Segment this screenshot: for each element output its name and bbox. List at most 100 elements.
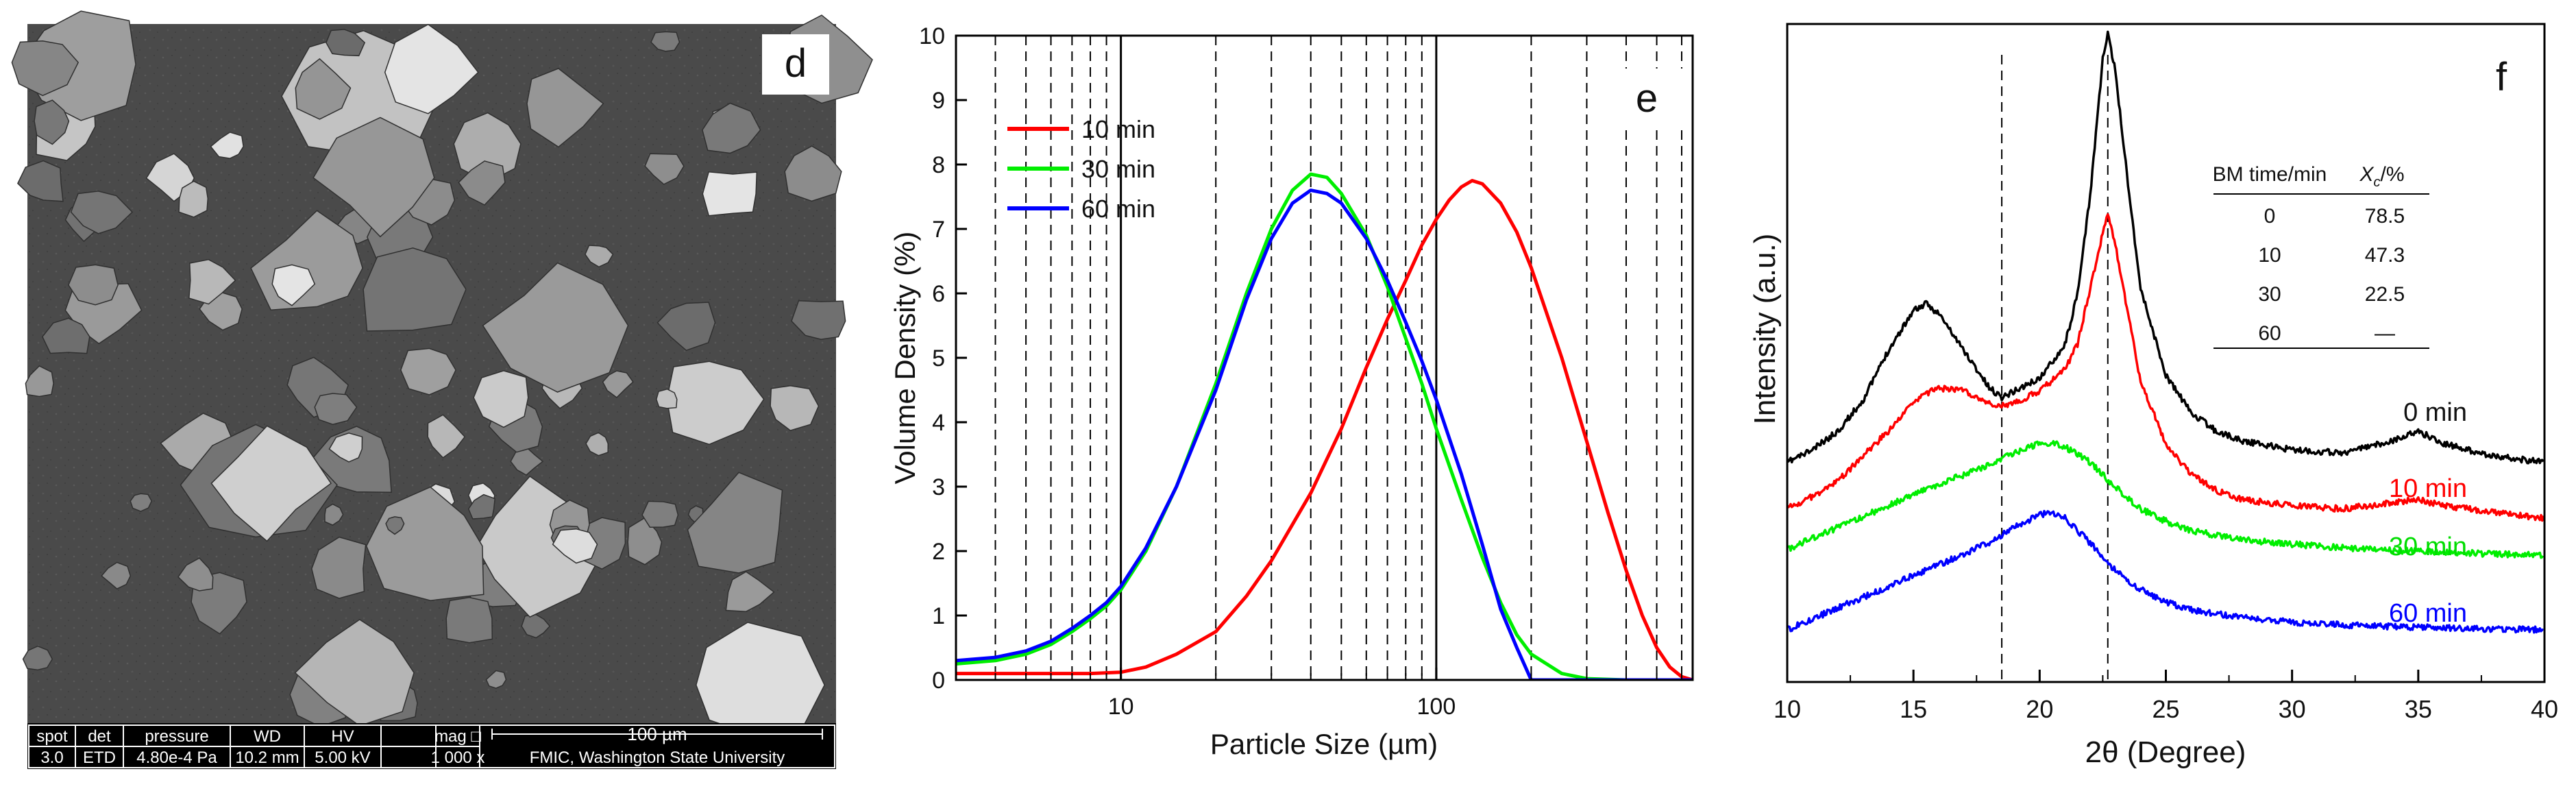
f-series-30min [1787,439,2544,559]
e-plot-frame [955,34,1694,681]
particle [644,153,685,185]
f-y-axis-label: Intensity (a.u.) [1748,234,1782,425]
e-x-tick-label: 10 [1108,694,1134,720]
e-legend-label: 30 min [1081,155,1155,183]
e-y-tick-label: 4 [932,410,945,436]
particle [453,112,522,184]
table-cell-xc: 22.5 [2365,283,2405,306]
particle [210,425,332,542]
f-curve-label-30min: 30 min [2389,533,2467,561]
sem-header-pressure: pressure [145,727,208,746]
sem-particles [11,10,873,734]
e-series-10min [956,179,1693,680]
f-x-tick-label: 40 [2531,695,2558,723]
particle [34,99,70,145]
e-legend-label: 10 min [1081,115,1155,143]
xrd-chart: 10 15 20 25 30 35 40 2θ (Degree) Intensity (a.… [1748,23,2558,769]
particle [271,264,316,306]
particle [526,68,604,148]
particle [485,670,507,689]
f-x-axis: 10 15 20 25 30 35 40 [1774,670,2558,723]
e-y-tick-label: 5 [932,345,945,371]
particle [314,393,358,425]
particle [473,370,529,428]
e-y-tick-label: 10 [919,23,945,49]
particle [16,160,64,202]
panel-f-label: f [2496,55,2507,99]
panel-e-label-box [1623,69,1684,130]
particle [385,516,405,535]
particle [326,29,366,57]
e-y-axis: 0 1 2 3 4 5 6 7 8 9 10 [919,23,967,694]
panel-d-label-box [762,34,829,95]
particle [178,180,209,218]
sem-value-mag: 1 000 x [431,748,485,767]
particle [585,245,614,268]
particle [68,264,119,306]
particle [177,557,214,592]
particle [725,571,775,612]
e-series-30min [956,172,1693,680]
particle [22,645,53,671]
particle [70,191,134,234]
particle [702,102,761,154]
table-cell-bm-time: 10 [2258,244,2281,267]
particle [384,23,479,114]
e-legend: 10 min 30 min 60 min [1007,115,1155,223]
particle [101,561,132,589]
f-curve-label-0min: 0 min [2403,398,2467,427]
table-cell-xc: 47.3 [2365,244,2405,267]
f-series-60min [1787,509,2544,634]
particle [602,370,634,398]
e-x-axis: 10 100 [955,668,1683,720]
sem-value-pressure: 4.80e-4 Pa [136,748,217,767]
sem-header-det: det [88,727,111,746]
e-y-tick-label: 8 [932,152,945,178]
e-y-axis-label: Volume Density (%) [889,232,921,485]
particle [458,160,506,206]
particle [25,365,54,398]
particle [295,58,352,120]
f-dashed-lines [2001,55,2109,682]
e-y-tick-label: 0 [932,668,945,694]
panel-e-label: e [1636,76,1658,121]
f-x-axis-label: 2θ (Degree) [2085,735,2246,769]
table-header-c-subscript: c [2374,175,2381,190]
f-x-tick-label: 30 [2279,695,2306,723]
particle [657,302,716,352]
particle [687,472,783,574]
e-x-axis-label: Particle Size (µm) [1210,728,1438,760]
sem-value-spot: 3.0 [40,748,63,767]
particle [324,503,344,526]
particle [656,388,678,409]
table-cell-xc: — [2375,322,2395,345]
particle [482,262,629,393]
particle [641,500,679,528]
sem-scale-bar-label: 100 µm [627,724,687,744]
particle [210,132,244,159]
particle [702,171,758,217]
e-series-group [956,172,1693,680]
particle [784,145,842,202]
particle [294,618,415,727]
f-series-0min [1787,30,2544,465]
particle [427,414,466,459]
particle [791,300,846,340]
f-x-tick-label: 35 [2405,695,2432,723]
table-header-x: X [2359,163,2374,186]
particle [552,528,598,564]
sem-value-hv: 5.00 kV [315,748,370,767]
particle [328,433,363,463]
f-curve-label-10min: 10 min [2389,474,2467,503]
particle [365,486,484,601]
sem-panel: d spot det pressure WD HV mag □ 3.0 ETD [11,10,873,769]
table-header-percent: /% [2381,163,2405,186]
particle [467,494,496,520]
e-x-tick-label: 100 [1417,694,1456,720]
sem-header-mag: mag □ [434,727,481,746]
sem-info-grid [28,724,835,768]
sem-header-hv: HV [331,727,354,746]
particle [445,596,493,644]
f-curve-label-60min: 60 min [2389,599,2467,628]
sem-facility: FMIC, Washington State University [530,748,785,767]
